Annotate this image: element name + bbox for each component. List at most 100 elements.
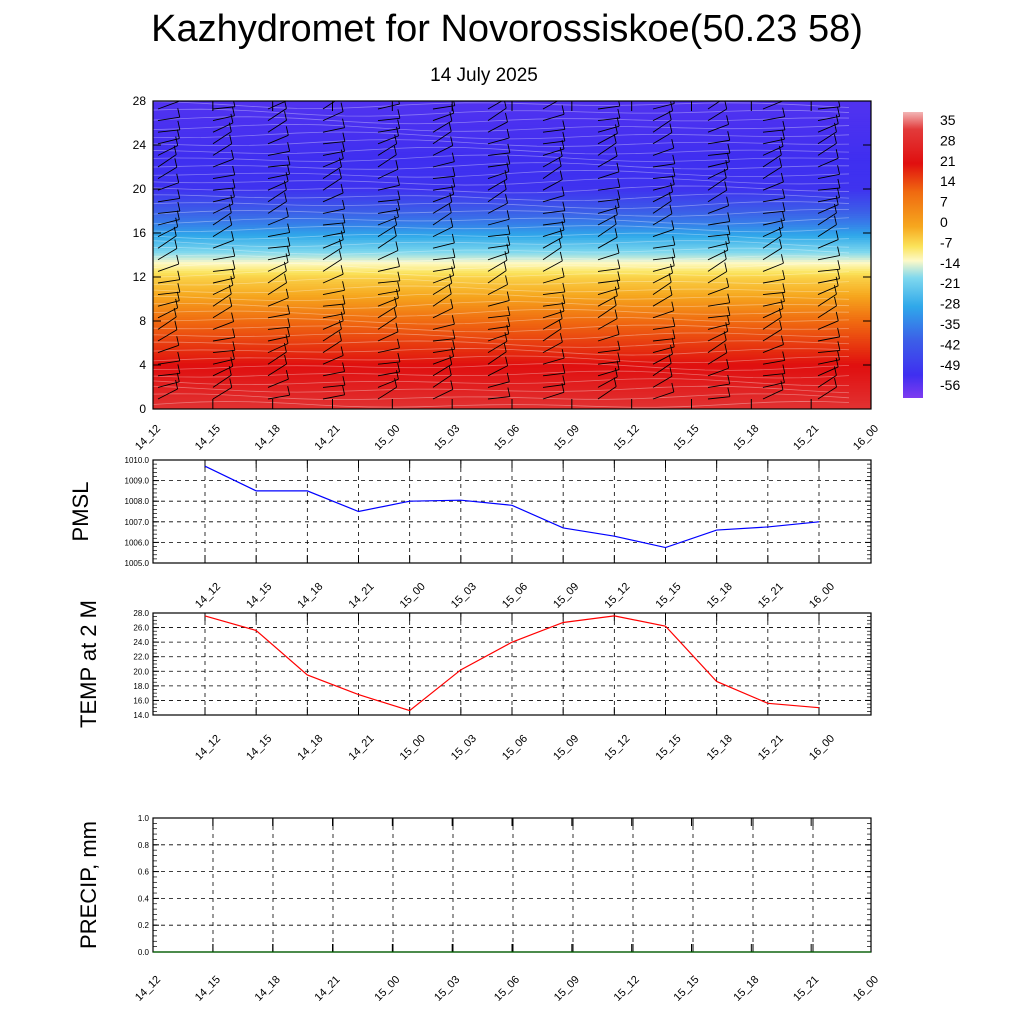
x-tick-label: 15_12 — [602, 733, 632, 763]
wind-barb — [817, 165, 841, 180]
wind-barb — [817, 350, 840, 365]
heatmap-band — [153, 395, 871, 399]
wind-barb — [597, 244, 620, 261]
contour-line — [153, 201, 850, 209]
wind-barb — [267, 327, 290, 342]
chart-title: Kazhydromet for Novorossiskoe(50.23 58) — [151, 8, 863, 50]
wind-barb — [652, 285, 673, 307]
x-tick-label: 14_21 — [347, 733, 377, 763]
y-tick-label: 20.0 — [133, 667, 149, 676]
wind-barb — [817, 311, 839, 330]
heatmap-band — [153, 133, 871, 137]
wind-barb — [267, 386, 291, 400]
wind-barb — [157, 351, 181, 365]
heatmap-band — [153, 278, 871, 282]
heatmap-band — [153, 236, 871, 241]
wind-barb — [652, 273, 672, 295]
x-tick-label: 14_18 — [253, 974, 283, 1004]
heatmap-band — [153, 124, 871, 128]
y-tick-label: 0.4 — [138, 894, 150, 903]
wind-barb — [157, 291, 180, 307]
heatmap-band — [153, 344, 871, 348]
y-tick-label: 1009.0 — [125, 477, 150, 486]
wind-barb — [597, 259, 621, 272]
wind-barb — [817, 246, 841, 261]
contour-line — [153, 324, 850, 333]
wind-barb — [157, 364, 181, 377]
wind-barb — [212, 297, 233, 319]
heatmap-band — [153, 234, 871, 238]
wind-barb — [542, 251, 563, 272]
contour-line — [153, 185, 850, 194]
heatmap-band — [153, 362, 871, 366]
colorbar-label: -49 — [940, 357, 960, 373]
heatmap-band — [153, 351, 871, 355]
wind-barb — [432, 152, 455, 168]
y-tick-label: 1006.0 — [125, 538, 150, 547]
heatmap-band — [153, 340, 871, 344]
y-tick-label: 26.0 — [133, 624, 149, 633]
y-tick-label: 16 — [133, 226, 147, 240]
chart-subtitle: 14 July 2025 — [430, 65, 538, 86]
wind-barb — [762, 238, 783, 261]
wind-barb — [542, 131, 566, 145]
wind-barb — [487, 261, 507, 284]
wind-barb — [322, 281, 346, 296]
wind-barb — [487, 170, 508, 191]
wind-barb — [487, 143, 511, 156]
wind-barb — [542, 375, 566, 388]
heatmap-band — [153, 126, 871, 131]
wind-barb — [322, 132, 346, 145]
wind-barb — [597, 133, 617, 156]
heatmap-band — [153, 338, 871, 342]
wind-barb — [377, 271, 401, 284]
wind-barb — [487, 372, 510, 388]
heatmap-band — [153, 285, 871, 289]
wind-barb — [432, 299, 454, 319]
wind-barb — [322, 265, 344, 284]
wind-barb — [707, 144, 731, 156]
wind-barb — [432, 136, 454, 156]
wind-barb — [212, 350, 235, 365]
heatmap-band — [153, 287, 871, 291]
heatmap-band — [153, 118, 871, 122]
wind-barb — [322, 250, 342, 272]
wind-barb — [432, 248, 456, 261]
wind-barb — [212, 106, 235, 122]
wind-barb — [762, 373, 785, 388]
wind-barb — [597, 190, 621, 203]
wind-barb — [762, 335, 784, 354]
contour-line — [153, 363, 850, 371]
series-line — [204, 615, 820, 712]
wind-barb — [322, 213, 346, 226]
heatmap-band — [153, 274, 871, 278]
heatmap-band — [153, 388, 871, 392]
wind-barb — [817, 260, 841, 272]
heatmap-band — [153, 254, 871, 258]
wind-barb — [377, 226, 397, 249]
x-tick-label: 15_21 — [756, 733, 786, 763]
y-tick-label: 18.0 — [133, 682, 149, 691]
wind-barb — [597, 296, 617, 319]
wind-barb — [817, 122, 837, 145]
wind-barb — [817, 230, 839, 249]
wind-barb — [487, 225, 511, 238]
heatmap-band — [153, 239, 871, 243]
wind-barb — [707, 387, 731, 400]
x-tick-label: 15_09 — [552, 423, 582, 453]
wind-barb — [157, 101, 180, 110]
wind-barb — [707, 152, 730, 168]
wind-barb — [707, 181, 728, 203]
wind-barb — [157, 283, 181, 296]
wind-barb — [817, 134, 837, 156]
wind-barb — [157, 158, 178, 179]
wind-barb — [322, 183, 344, 203]
heatmap-band — [153, 357, 871, 362]
wind-barb — [707, 343, 728, 365]
wind-barb — [432, 274, 453, 295]
wind-barb — [212, 341, 236, 354]
wind-barb — [377, 200, 401, 214]
heatmap-band — [153, 225, 871, 230]
x-tick-label: 15_18 — [731, 423, 761, 453]
heatmap-band — [153, 179, 871, 183]
